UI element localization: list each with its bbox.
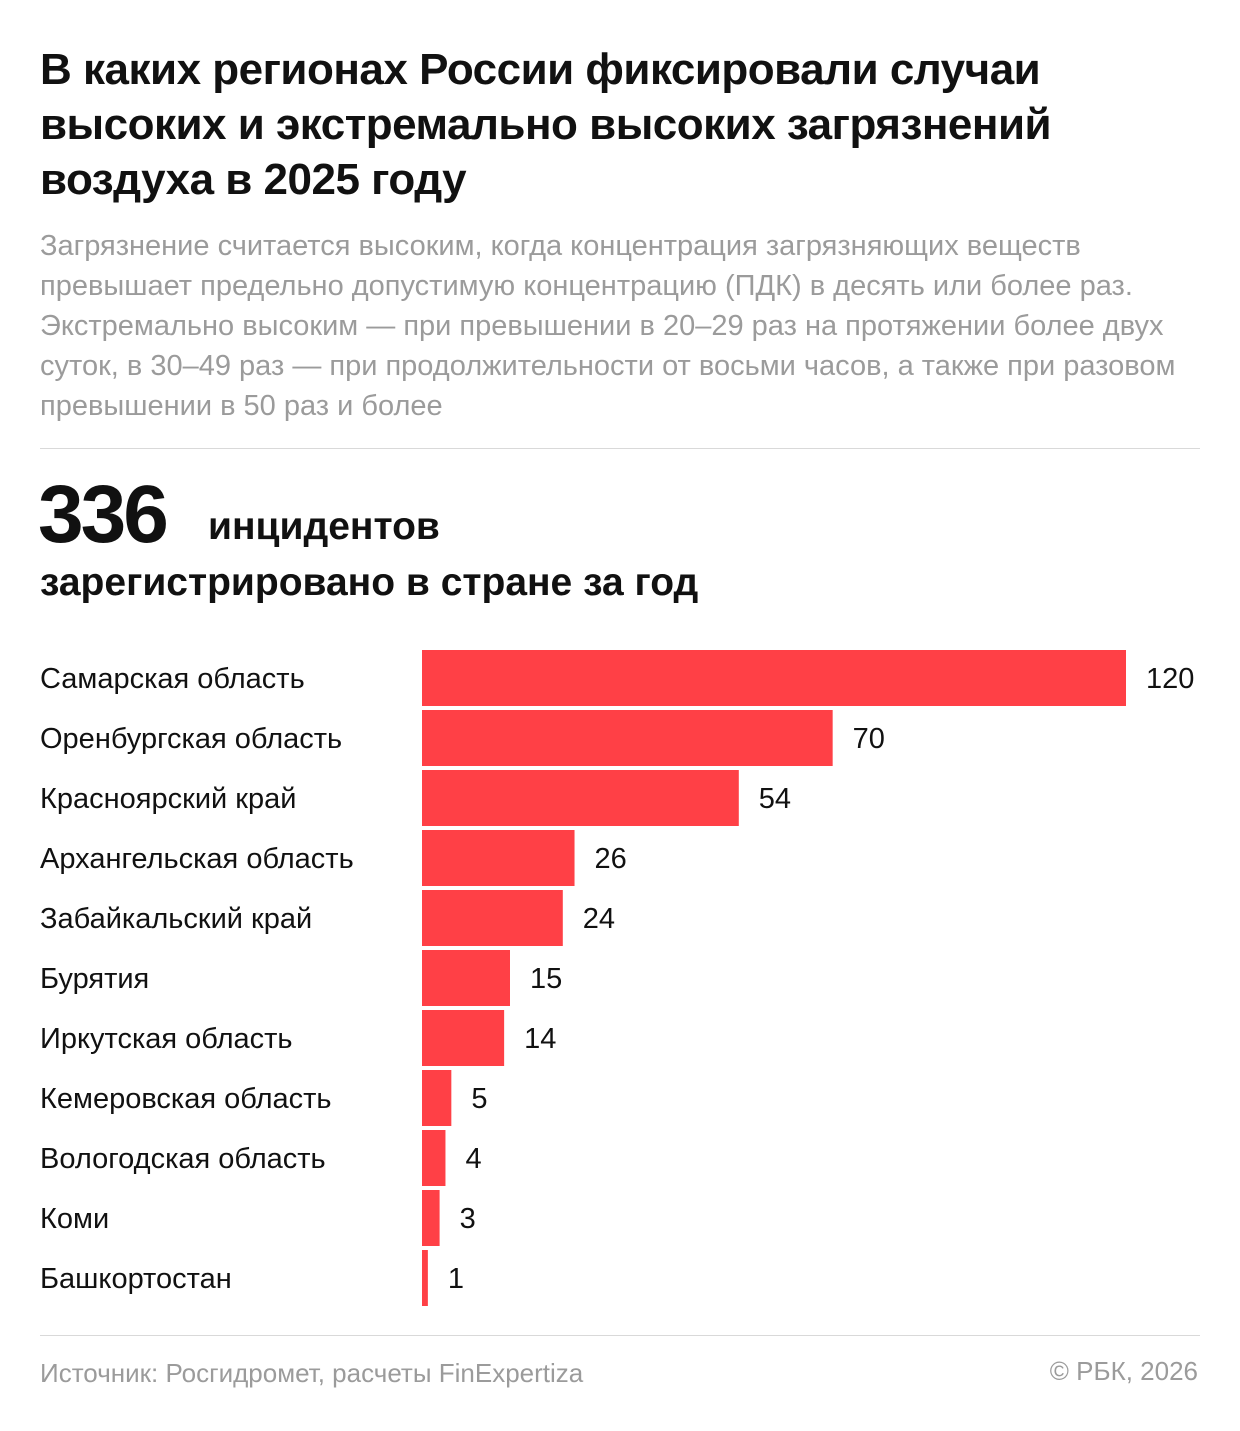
bar — [422, 890, 563, 946]
category-label: Самарская область — [40, 663, 305, 695]
bar — [422, 650, 1126, 706]
category-label: Вологодская область — [40, 1143, 326, 1175]
value-label: 70 — [853, 723, 885, 755]
category-label: Коми — [40, 1203, 109, 1235]
source-note: Источник: Росгидромет, расчеты FinExpert… — [40, 1358, 584, 1388]
top-divider — [40, 448, 1200, 449]
value-label: 4 — [465, 1143, 481, 1175]
value-label: 5 — [471, 1083, 487, 1115]
headline-number: 336 — [38, 469, 169, 560]
category-label: Красноярский край — [40, 783, 296, 815]
bar — [422, 1010, 505, 1066]
category-label: Забайкальский край — [40, 903, 312, 935]
headline-line-1: инцидентов — [208, 505, 440, 548]
bottom-divider — [40, 1335, 1200, 1336]
value-label: 26 — [595, 843, 627, 875]
category-label: Бурятия — [40, 963, 149, 995]
value-label: 1 — [448, 1263, 464, 1295]
category-label: Архангельская область — [40, 843, 354, 875]
value-label: 15 — [530, 963, 562, 995]
bar — [422, 1250, 428, 1306]
headline-line-2: зарегистрировано в стране за год — [40, 561, 699, 604]
category-label: Кемеровская область — [40, 1083, 332, 1115]
value-label: 24 — [583, 903, 615, 935]
value-label: 14 — [524, 1023, 556, 1055]
chart-title: В каких регионах России фиксировали случ… — [40, 45, 1052, 204]
bar — [422, 950, 510, 1006]
bar — [422, 1190, 440, 1246]
bar — [422, 1130, 446, 1186]
bar — [422, 830, 575, 886]
chart-subtitle: Загрязнение считается высоким, когда кон… — [40, 230, 1176, 422]
value-label: 54 — [759, 783, 791, 815]
category-label: Башкортостан — [40, 1263, 232, 1295]
value-label: 3 — [460, 1203, 476, 1235]
bar — [422, 770, 739, 826]
category-label: Оренбургская область — [40, 723, 342, 755]
value-label: 120 — [1146, 663, 1194, 695]
category-label: Иркутская область — [40, 1023, 293, 1055]
bar — [422, 710, 833, 766]
bar — [422, 1070, 452, 1126]
copyright-credit: © РБК, 2026 — [1049, 1356, 1198, 1386]
